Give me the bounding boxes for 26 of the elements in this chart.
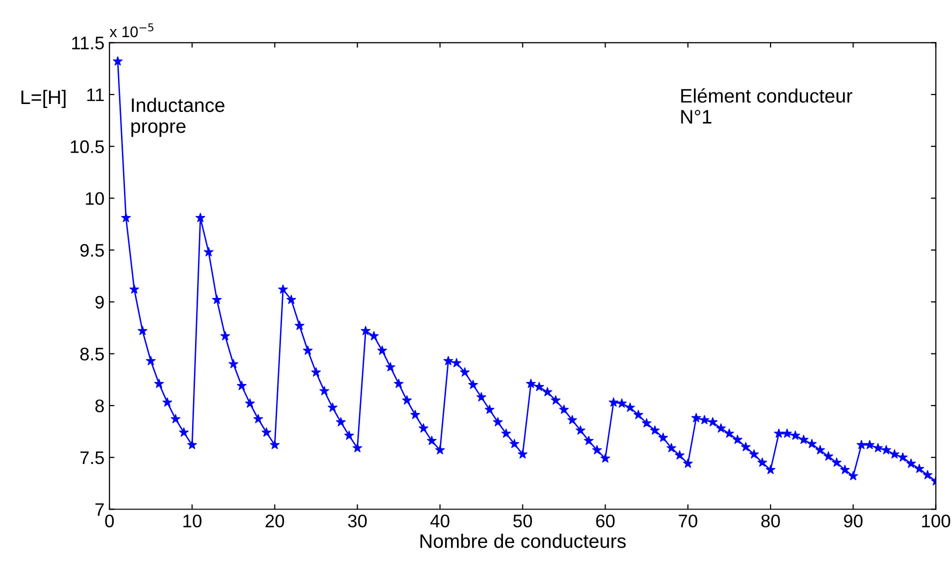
x-tick-label: 10	[183, 514, 202, 528]
y-tick-label: 9.5	[80, 244, 104, 257]
y-tick-label: 9	[95, 296, 104, 309]
y-tick-label: 7	[96, 503, 104, 516]
x-tick-label: 0	[105, 514, 114, 528]
x-tick-label: 80	[761, 514, 780, 528]
y-tick-label: 8.5	[80, 348, 104, 360]
annotation: Elément conducteur N°1	[681, 88, 852, 124]
text: x 10$^{−5}$	[110, 23, 154, 38]
x-tick-label: 40	[430, 514, 450, 528]
y-tick-label: 11.5	[72, 36, 104, 50]
y-tick-label: 10	[86, 192, 104, 205]
x-tick-label: 60	[596, 514, 615, 528]
x-tick-label: 20	[266, 514, 284, 528]
y-tick-label: 8	[95, 400, 104, 412]
x-tick-label: 50	[513, 514, 532, 528]
y-axis-title: L=[H]	[21, 90, 66, 108]
x-tick-label: 90	[844, 514, 863, 528]
x-tick-label: 100	[922, 514, 950, 528]
y-tick-label: 11	[87, 88, 104, 102]
x-axis-title: Nombre de conducteurs	[420, 534, 626, 548]
y-tick-label: 7.5	[80, 452, 104, 464]
x-tick-label: 30	[348, 514, 367, 528]
y-tick-label: 10.5	[70, 140, 104, 154]
x-tick-label: 70	[678, 514, 698, 528]
annotation: Inductance propre	[131, 98, 224, 137]
